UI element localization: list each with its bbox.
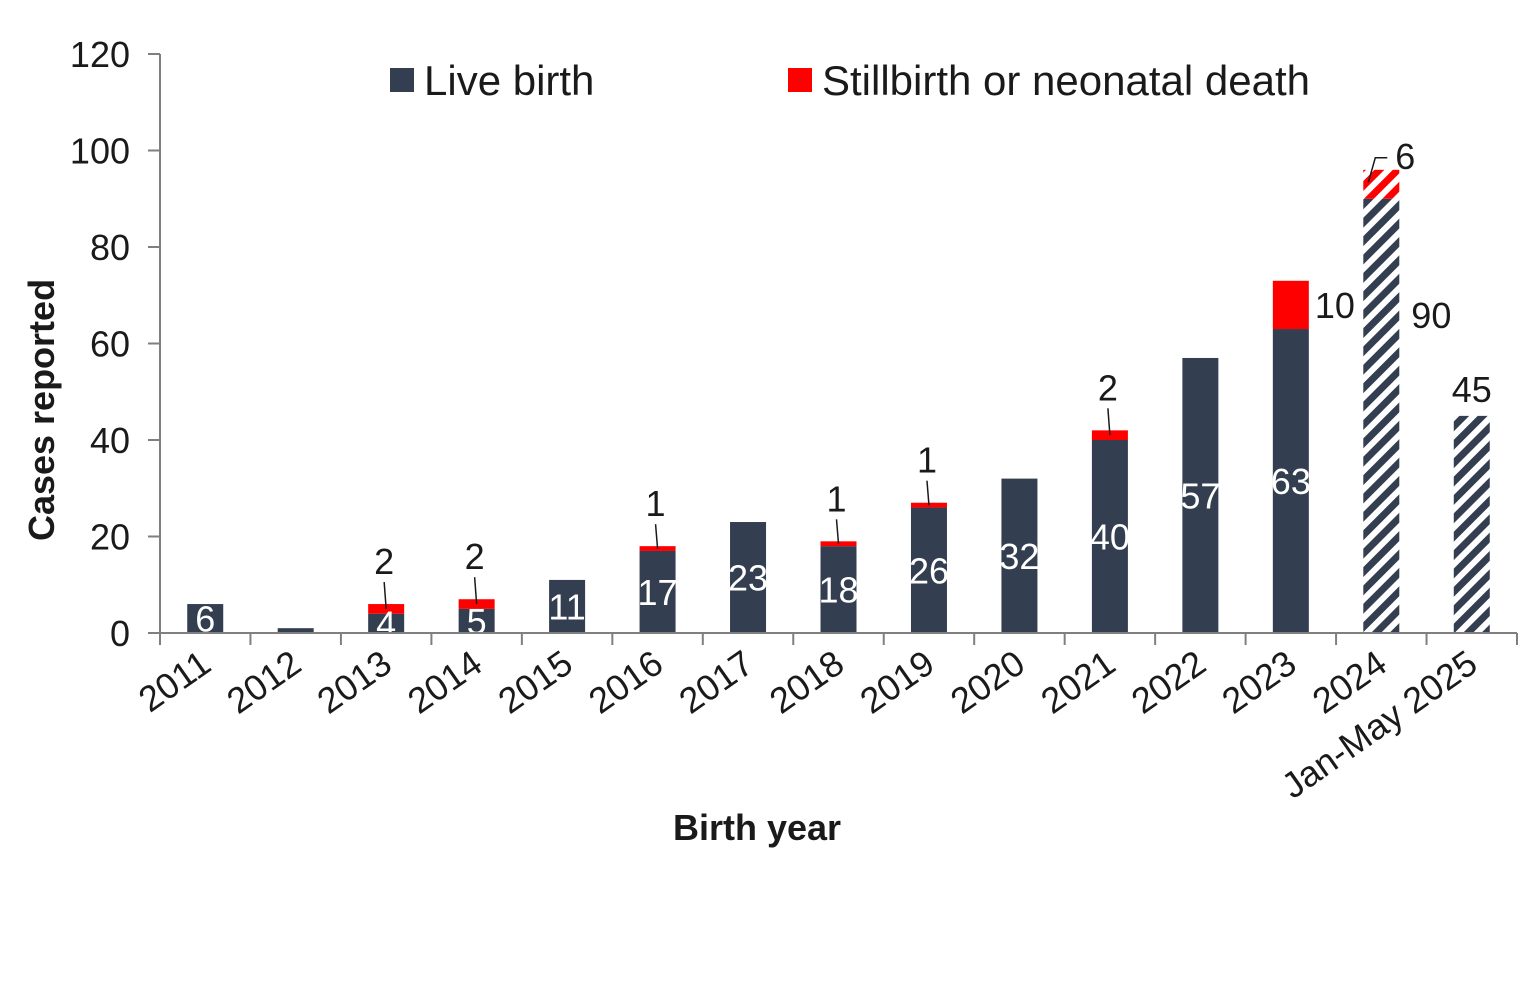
y-tick-label: 0	[110, 613, 130, 654]
bar-stillbirth-13	[1363, 169, 1400, 199]
data-label-stillbirth-10: 2	[1098, 367, 1118, 408]
data-label-stillbirth-2: 2	[374, 541, 394, 582]
y-tick-label: 100	[70, 131, 130, 172]
x-tick-label-0: 2011	[131, 642, 218, 720]
data-label-live-12: 63	[1271, 461, 1311, 502]
y-tick-label: 120	[70, 34, 130, 75]
bar-stillbirth-7	[820, 541, 857, 547]
legend-label-live-birth: Live birth	[424, 57, 594, 104]
y-tick-label: 20	[90, 517, 130, 558]
bar-live-birth-4	[549, 579, 586, 633]
data-label-live-3: 5	[467, 601, 487, 642]
bar-live-birth-1	[277, 628, 314, 633]
data-label-stillbirth-3: 2	[465, 536, 485, 577]
y-axis-ticks: 0 20 40 60 80 100 120	[70, 34, 1518, 654]
x-tick-label-4: 2015	[491, 642, 580, 722]
x-tick-label-2: 2013	[310, 642, 399, 722]
bar-live-birth-8	[910, 507, 947, 633]
bar-live-birth-14	[1453, 415, 1490, 633]
data-label-live-6: 23	[728, 558, 768, 599]
data-label-stillbirth-13: 6	[1395, 136, 1415, 177]
bar-live-birth-7	[820, 546, 857, 633]
data-label-live-14: 45	[1452, 369, 1492, 410]
legend: Live birth Stillbirth or neonatal death	[390, 57, 1310, 104]
data-label-live-8: 26	[909, 550, 949, 591]
leader-line-5	[654, 524, 659, 549]
legend-swatch-stillbirth	[788, 68, 812, 92]
data-label-stillbirth-5: 1	[646, 483, 666, 524]
data-label-live-5: 17	[638, 572, 678, 613]
data-label-stillbirth-7: 1	[826, 478, 846, 519]
x-tick-label-9: 2020	[943, 642, 1032, 722]
legend-swatch-live-birth	[390, 68, 414, 92]
x-tick-labels: 2011 2012 2013 2014 2015 2016 2017 2018 2019 2020…	[131, 642, 1484, 806]
bar-live-birth-6	[730, 522, 767, 633]
leader-line-10	[1107, 408, 1111, 436]
x-tick-label-10: 2021	[1033, 642, 1122, 722]
y-axis-title: Cases reported	[21, 279, 62, 541]
x-tick-label-5: 2016	[581, 642, 670, 722]
data-label-live-11: 57	[1180, 475, 1220, 516]
y-tick-label: 80	[90, 227, 130, 268]
data-label-live-10: 40	[1090, 517, 1130, 558]
legend-label-stillbirth: Stillbirth or neonatal death	[822, 57, 1310, 104]
x-tick-label-3: 2014	[400, 642, 489, 722]
data-label-live-9: 32	[999, 536, 1039, 577]
leader-line-7	[835, 519, 840, 544]
bar-live-birth-0	[187, 604, 224, 633]
x-tick-label-7: 2018	[762, 642, 851, 722]
bar-live-birth-12	[1272, 329, 1309, 633]
data-labels: 6 4 2 5 2 11 17 1 23 18 1 26 1 32 40 2 57 63 10 90 6 45	[195, 136, 1492, 645]
y-tick-label: 40	[90, 420, 130, 461]
x-tick-label-11: 2022	[1124, 642, 1213, 722]
bar-live-birth-9	[1001, 478, 1038, 633]
data-label-live-13: 90	[1411, 295, 1451, 336]
leader-line-13	[1367, 157, 1388, 183]
x-axis-title: Birth year	[673, 807, 841, 848]
data-label-live-0: 6	[195, 599, 215, 640]
bar-live-birth-5	[639, 550, 676, 633]
leader-line-2	[383, 581, 387, 609]
x-tick-label-8: 2019	[852, 642, 941, 722]
x-tick-label-6: 2017	[671, 642, 760, 722]
data-label-stillbirth-12: 10	[1315, 285, 1355, 326]
bar-stillbirth-12	[1272, 280, 1309, 330]
data-label-live-4: 11	[548, 586, 585, 627]
y-tick-label: 60	[90, 324, 130, 365]
bars	[187, 169, 1490, 633]
bar-live-birth-13	[1363, 198, 1400, 633]
data-label-stillbirth-8: 1	[917, 440, 937, 481]
bar-live-birth-10	[1091, 440, 1128, 633]
bar-live-birth-2	[368, 613, 405, 633]
leader-line-3	[473, 577, 478, 605]
bar-live-birth-3	[458, 608, 495, 633]
x-tick-label-12: 2023	[1214, 642, 1303, 722]
data-label-live-7: 18	[818, 570, 858, 611]
bar-live-birth-11	[1182, 357, 1219, 633]
x-tick-label-1: 2012	[219, 642, 308, 722]
data-label-live-2: 4	[376, 603, 396, 644]
leader-line-8	[926, 480, 930, 506]
